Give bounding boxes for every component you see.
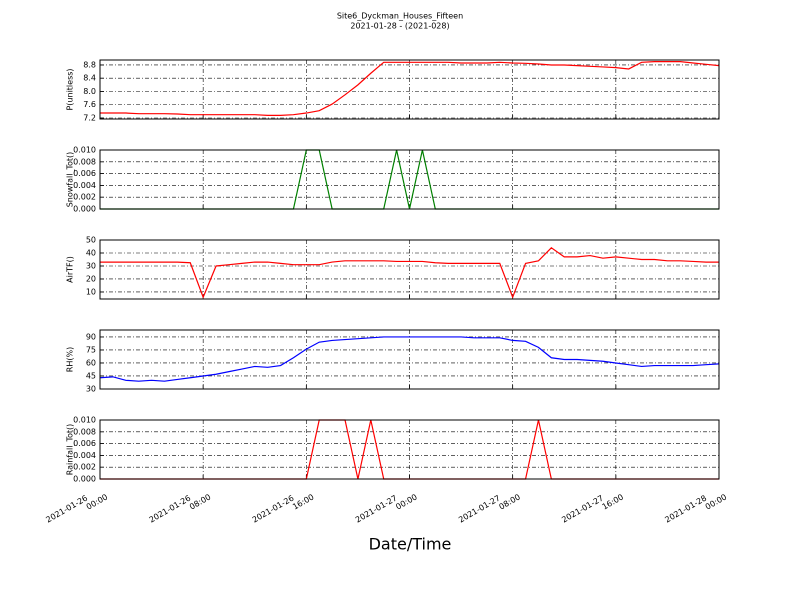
y-tick-label: 7.6 (83, 100, 96, 109)
plot-frame (99, 59, 720, 120)
y-tick-label: 0.006 (73, 439, 96, 448)
plot-frame (99, 239, 720, 300)
y-tick-label: 20 (86, 274, 96, 283)
y-tick-label: 0.004 (73, 451, 96, 460)
y-tick-label: 0.010 (73, 416, 96, 425)
y-tick-label: 0.010 (73, 146, 96, 155)
x-tick-label: 2021-01-2700:00 (354, 484, 419, 532)
y-tick-label: 75 (86, 345, 96, 354)
y-tick-label: 0.006 (73, 169, 96, 178)
subtitle: 2021-01-28 - (2021-028) (350, 22, 449, 31)
y-tick-label: 60 (86, 358, 96, 367)
y-tick-label: 0.000 (73, 205, 96, 214)
y-axis-label: Rainfall_Tot() (66, 424, 75, 476)
y-tick-label: 8.4 (83, 74, 96, 83)
y-tick-label: 0.004 (73, 181, 96, 190)
y-axis-label: Snowfall_Tot() (66, 152, 75, 208)
x-axis-label: Date/Time (369, 535, 452, 554)
plot-frame (99, 419, 720, 480)
y-axis-label: RH(%) (66, 347, 75, 372)
y-tick-label: 7.2 (83, 114, 96, 123)
y-tick-label: 0.002 (73, 193, 96, 202)
subplot: RH(%) 30 45 60 75 90 (66, 329, 720, 394)
y-tick-label: 45 (86, 371, 96, 380)
x-tick-label: 2021-01-2800:00 (663, 484, 728, 532)
y-axis-label: P(unitless) (66, 68, 75, 110)
x-tick-label: 2021-01-2708:00 (457, 484, 522, 532)
y-tick-label: 8.8 (83, 60, 96, 69)
subplot: Rainfall_Tot()0.000 0.002 0.004 0.006 0.008 0… (44, 416, 728, 532)
y-tick-label: 0.000 (73, 475, 96, 484)
x-tick-label: 2021-01-2600:00 (44, 484, 109, 532)
y-tick-label: 90 (86, 332, 96, 341)
y-tick-label: 0.002 (73, 463, 96, 472)
y-axis-label: AirTF() (66, 256, 75, 283)
y-tick-label: 40 (86, 248, 96, 257)
x-tick-label: 2021-01-2616:00 (250, 484, 315, 532)
plot-frame (99, 329, 720, 390)
x-tick-label: 2021-01-2716:00 (560, 484, 625, 532)
subplot: P(unitless) 7.2 7.6 8.0 8.4 8.8 (66, 59, 720, 123)
data-line (100, 247, 719, 299)
plot-frame (99, 149, 720, 210)
x-tick-label: 2021-01-2608:00 (147, 484, 212, 532)
subplot: AirTF() 10 20 30 40 50 (66, 236, 720, 300)
data-line (99, 336, 720, 382)
data-line (100, 61, 720, 116)
y-tick-label: 0.008 (73, 157, 96, 166)
y-tick-label: 8.0 (83, 87, 96, 96)
y-tick-label: 30 (86, 385, 96, 394)
subplot: Snowfall_Tot()0.000 0.002 0.004 0.006 0.008 0… (66, 146, 720, 214)
y-tick-label: 10 (86, 287, 96, 296)
y-tick-label: 30 (86, 261, 96, 270)
y-tick-label: 50 (86, 236, 96, 245)
y-tick-label: 0.008 (73, 427, 96, 436)
title: Site6_Dyckman_Houses_Fifteen (337, 12, 463, 21)
